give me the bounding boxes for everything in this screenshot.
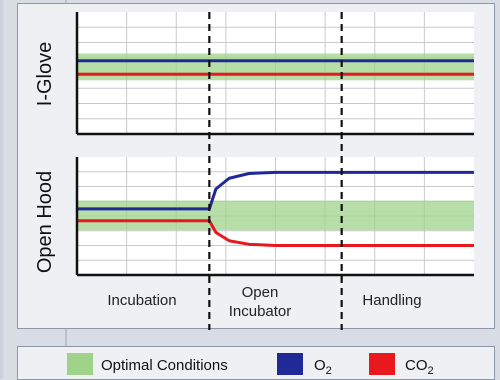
optimal-band-0 xyxy=(77,53,474,81)
legend-label-optimal: Optimal Conditions xyxy=(101,357,228,374)
legend-label-co2: CO2 xyxy=(405,357,434,377)
legend-swatch-o2 xyxy=(277,353,303,375)
ylabel-bottom: Open Hood xyxy=(34,171,56,273)
legend-swatch-co2 xyxy=(369,353,395,375)
phase-label-handling: Handling xyxy=(362,292,421,309)
phase-label-open: Open xyxy=(242,284,279,301)
legend-label-o2: O2 xyxy=(314,357,332,377)
legend-swatch-optimal xyxy=(67,353,93,375)
phase-label-incubation: Incubation xyxy=(107,292,176,309)
optimal-band-1 xyxy=(77,200,474,231)
ylabel-top: I-Glove xyxy=(34,42,56,106)
plots-group xyxy=(75,12,474,277)
phase-label-incubator: Incubator xyxy=(229,303,292,320)
phase-dividers xyxy=(208,12,343,330)
background-stripe xyxy=(0,0,6,379)
